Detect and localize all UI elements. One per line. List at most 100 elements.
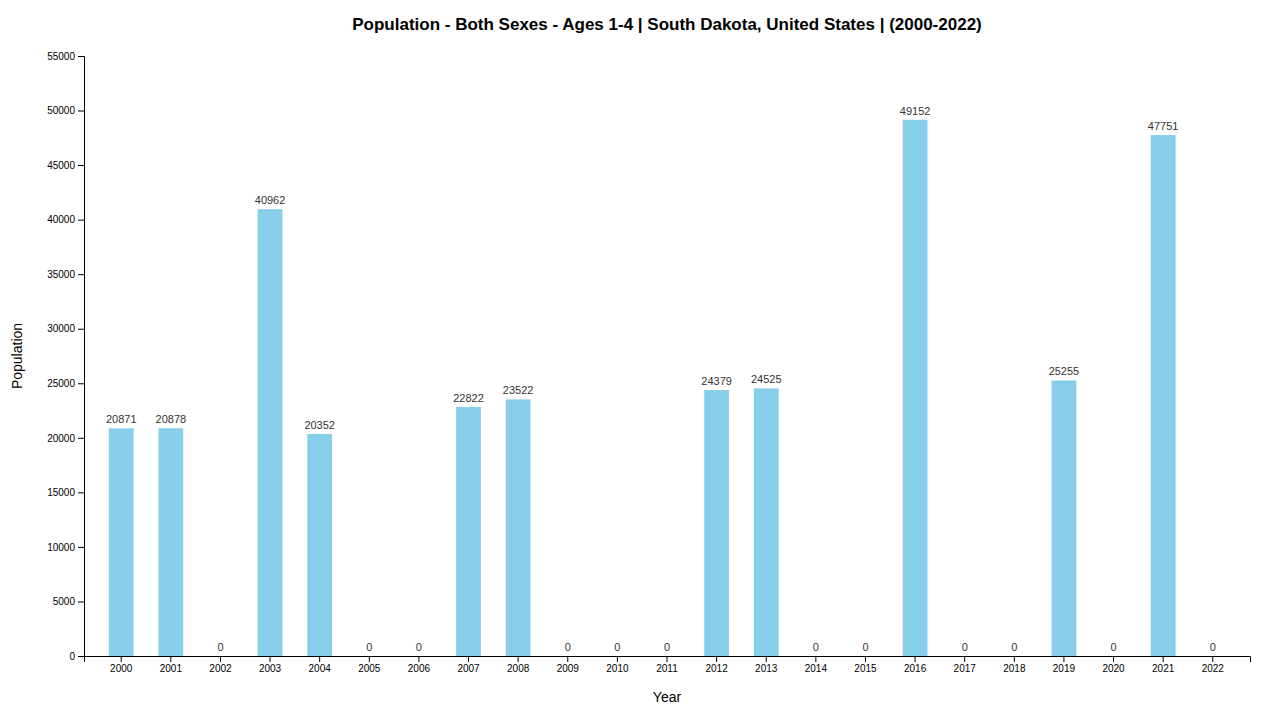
tick: 2020: [1102, 656, 1125, 674]
tick: 2017: [954, 656, 977, 674]
plot: 0500010000150002000025000300003500040000…: [47, 51, 1250, 674]
tick: 2003: [259, 656, 282, 674]
bar: [1101, 656, 1126, 657]
tick-label: 2012: [705, 663, 728, 674]
data-label: 0: [1011, 641, 1017, 653]
bar: [952, 656, 977, 657]
tick: 2005: [358, 656, 381, 674]
tick-mark: [418, 656, 419, 662]
bar: [1200, 656, 1225, 657]
tick: 2011: [656, 656, 678, 674]
tick-label: 35000: [47, 269, 75, 280]
bar: [754, 388, 779, 656]
tick: 2013: [755, 656, 778, 674]
tick-mark: [78, 438, 84, 439]
tick-label: 2000: [110, 663, 133, 674]
tick: 35000: [47, 269, 84, 280]
tick-mark: [716, 656, 717, 662]
tick-mark: [468, 656, 469, 662]
tick-mark: [78, 601, 84, 602]
bar: [555, 656, 580, 657]
title: Population - Both Sexes - Ages 1-4 | Sou…: [352, 15, 982, 34]
tick-label: 2006: [408, 663, 431, 674]
tick-label: 0: [69, 651, 75, 662]
tick: 2000: [110, 656, 133, 674]
data-label: 0: [565, 641, 571, 653]
bar: [258, 209, 283, 656]
tick-mark: [815, 656, 816, 662]
tick: 10000: [47, 542, 84, 553]
bar: [158, 428, 183, 656]
tick: 2021: [1152, 656, 1175, 674]
tick: 55000: [47, 51, 84, 62]
tick-mark: [78, 165, 84, 166]
tick-label: 2020: [1102, 663, 1125, 674]
x-axis: 2000200120022003200420052006200720082009…: [85, 656, 1251, 674]
tick-mark: [78, 383, 84, 384]
tick: 2010: [606, 656, 629, 674]
bar: [1052, 380, 1077, 656]
tick: 2002: [209, 656, 232, 674]
tick-mark: [1163, 656, 1164, 662]
data-label: 20878: [156, 413, 187, 425]
tick-label: 2018: [1003, 663, 1026, 674]
tick-label: 2002: [209, 663, 232, 674]
tick-mark: [78, 274, 84, 275]
data-label: 20871: [106, 413, 137, 425]
tick-mark: [1113, 656, 1114, 662]
bar: [655, 656, 680, 657]
tick-mark: [915, 656, 916, 662]
tick-mark: [270, 656, 271, 662]
tick-mark: [766, 656, 767, 662]
tick-label: 2007: [457, 663, 480, 674]
tick: 0: [69, 651, 84, 662]
bar: [109, 428, 134, 656]
tick: 2015: [854, 656, 877, 674]
tick-label: 2017: [954, 663, 977, 674]
tick-label: 2014: [805, 663, 828, 674]
data-label: 49152: [900, 105, 931, 117]
tick: 2014: [805, 656, 828, 674]
bar: [456, 407, 481, 656]
tick-label: 2008: [507, 663, 530, 674]
tick-label: 2021: [1152, 663, 1175, 674]
data-label: 0: [1210, 641, 1216, 653]
axis-line: [78, 57, 85, 657]
tick-label: 10000: [47, 542, 75, 553]
data-label: 40962: [255, 194, 286, 206]
data-label: 0: [813, 641, 819, 653]
tick: 2004: [309, 656, 332, 674]
x-axis-title: Year: [653, 689, 682, 705]
tick: 2007: [457, 656, 480, 674]
bar: [605, 656, 630, 657]
tick-mark: [78, 220, 84, 221]
tick-label: 25000: [47, 378, 75, 389]
tick: 2018: [1003, 656, 1026, 674]
tick: 2019: [1053, 656, 1076, 674]
tick: 20000: [47, 433, 84, 444]
data-label: 24525: [751, 373, 782, 385]
data-label: 0: [962, 641, 968, 653]
tick-mark: [170, 656, 171, 662]
tick: 45000: [47, 160, 84, 171]
tick-mark: [617, 656, 618, 662]
tick-label: 2022: [1202, 663, 1225, 674]
tick-mark: [78, 329, 84, 330]
tick-mark: [369, 656, 370, 662]
tick-mark: [1212, 656, 1213, 662]
tick-label: 15000: [47, 487, 75, 498]
tick-mark: [78, 56, 84, 57]
tick: 2016: [904, 656, 927, 674]
data-label: 23522: [503, 384, 534, 396]
tick-label: 2011: [656, 663, 678, 674]
tick-mark: [518, 656, 519, 662]
data-label: 0: [1110, 641, 1116, 653]
tick: 2022: [1202, 656, 1225, 674]
tick-mark: [78, 111, 84, 112]
tick: 15000: [47, 487, 84, 498]
tick-label: 2001: [160, 663, 183, 674]
tick-label: 40000: [47, 214, 75, 225]
bar: [1002, 656, 1027, 657]
tick-mark: [121, 656, 122, 662]
bar: [803, 656, 828, 657]
